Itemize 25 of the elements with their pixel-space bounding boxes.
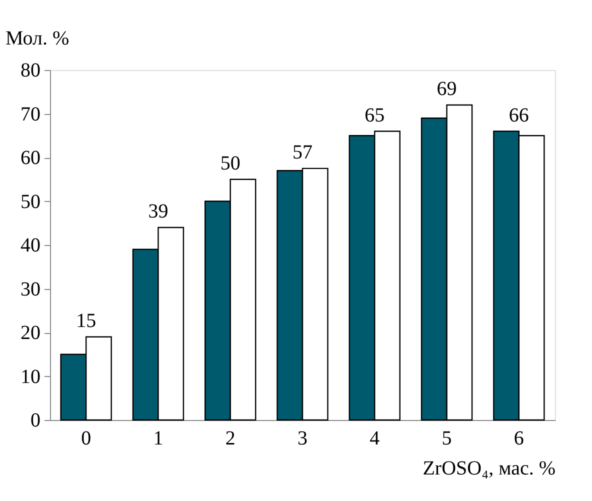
data-label: 57: [292, 141, 312, 164]
y-tick-label: 10: [20, 366, 40, 388]
data-label: 15: [76, 310, 96, 332]
data-label: 50: [220, 152, 240, 174]
x-tick-label: 3: [298, 428, 308, 450]
y-tick-label: 20: [20, 322, 40, 344]
x-tick-label: 5: [442, 428, 452, 450]
y-tick-label: 30: [20, 278, 40, 300]
y-tick-label: 70: [20, 103, 40, 126]
y-tick-label: 50: [20, 190, 40, 213]
data-label: 66: [508, 104, 529, 126]
data-label: 69: [436, 78, 457, 100]
x-tick-label: 4: [370, 428, 380, 450]
x-tick-label: 6: [514, 428, 524, 450]
y-tick-label: 0: [30, 410, 40, 432]
x-tick-label: 1: [153, 428, 164, 450]
data-label: 39: [148, 200, 168, 222]
y-axis-title: Мол. %: [6, 28, 70, 50]
y-tick-label: 60: [20, 147, 40, 169]
x-axis-title: ZrOSO₄, мас. %: [422, 458, 556, 480]
y-tick-label: 80: [20, 60, 40, 82]
y-tick-label: 40: [20, 234, 40, 256]
x-tick-label: 2: [225, 428, 236, 450]
data-label: 65: [364, 104, 385, 126]
x-tick-label: 0: [81, 428, 92, 450]
